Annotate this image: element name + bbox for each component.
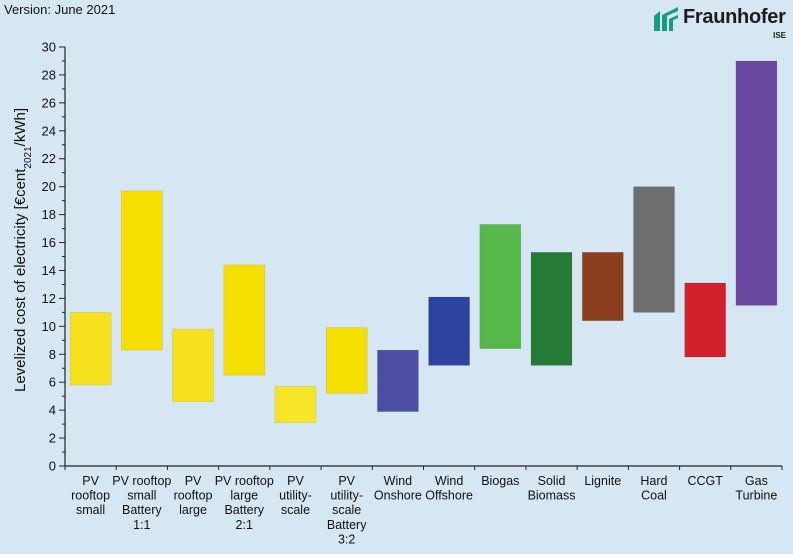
y-tick-label: 4: [49, 403, 56, 418]
y-tick-label: 2: [49, 431, 56, 446]
y-tick-label: 14: [42, 263, 56, 278]
y-axis-label: Levelized cost of electricity [€cent2021…: [12, 108, 34, 392]
category-label-5: PV utility-scale Battery 3:2: [327, 474, 367, 546]
category-label-13: Gas Turbine: [735, 474, 777, 503]
y-tick-label: 20: [42, 179, 56, 194]
y-tick-label: 30: [42, 40, 56, 55]
y-tick-label: 12: [42, 291, 56, 306]
logo-name: Fraunhofer: [683, 6, 786, 28]
version-label: Version: June 2021: [4, 2, 116, 17]
bar-5: [325, 327, 368, 394]
fraunhofer-logo-icon: [654, 7, 678, 31]
bar-10: [581, 252, 624, 322]
category-label-12: CCGT: [687, 474, 723, 488]
category-label-3: PV rooftop large Battery 2:1: [215, 474, 274, 532]
category-label-7: Wind Offshore: [425, 474, 473, 503]
bars-layer: [69, 60, 778, 423]
y-tick-label: 22: [42, 151, 56, 166]
y-tick-label: 0: [49, 459, 56, 474]
bar-4: [274, 386, 317, 423]
category-label-2: PV rooftop large: [174, 474, 213, 517]
y-tick-label: 16: [42, 235, 56, 250]
y-tick-label: 28: [42, 67, 56, 82]
bar-1: [121, 190, 163, 351]
fraunhofer-logo: Fraunhofer ISE: [654, 6, 788, 44]
y-tick-label: 26: [42, 95, 56, 110]
bar-12: [684, 282, 727, 358]
y-tick-label: 8: [49, 347, 56, 362]
category-label-1: PV rooftop small Battery 1:1: [112, 474, 171, 532]
bar-2: [172, 328, 214, 403]
bar-8: [479, 224, 522, 349]
y-tick-label: 10: [42, 319, 56, 334]
y-tick-label: 6: [49, 375, 56, 390]
y-tick-label: 24: [42, 123, 56, 138]
bar-11: [633, 186, 675, 313]
category-label-0: PV rooftop small: [71, 474, 110, 517]
category-label-10: Lignite: [584, 474, 621, 488]
bar-3: [223, 264, 266, 376]
bar-9: [530, 252, 573, 366]
category-label-8: Biogas: [481, 474, 519, 488]
category-label-4: PV utility-scale: [279, 474, 312, 517]
bar-7: [428, 296, 470, 366]
category-label-11: Hard Coal: [640, 474, 667, 503]
bar-6: [377, 349, 419, 412]
category-label-6: Wind Onshore: [374, 474, 422, 503]
y-tick-label: 18: [42, 207, 56, 222]
bar-13: [735, 60, 778, 306]
category-label-9: Solid Biomass: [528, 474, 576, 503]
bar-0: [69, 312, 112, 386]
logo-sub: ISE: [773, 31, 786, 40]
